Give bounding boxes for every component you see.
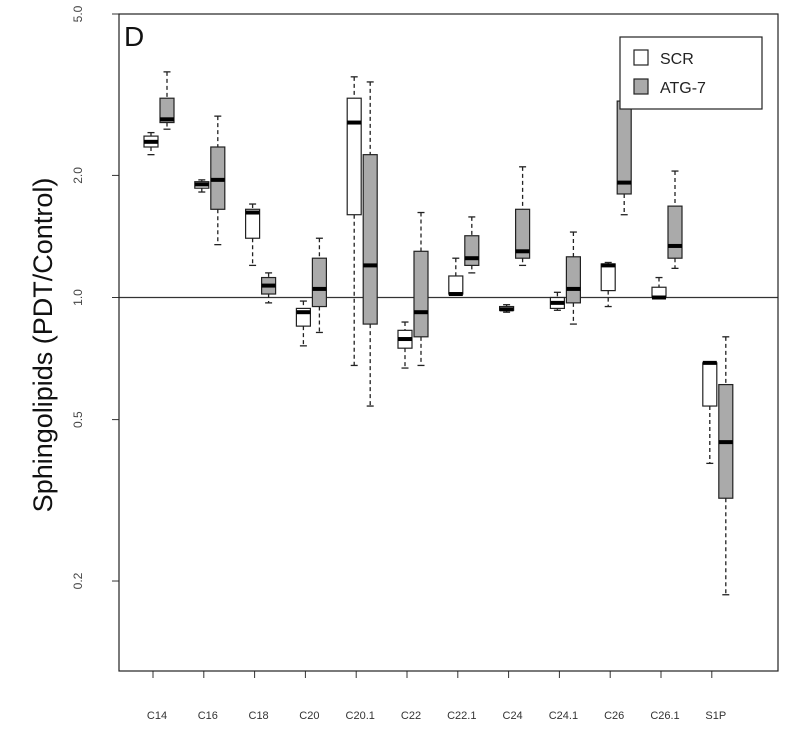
box-atg-7-c26-1 (667, 170, 683, 270)
x-tick-label: C22 (401, 710, 421, 722)
box-scr-c24 (499, 304, 515, 313)
legend-label: ATG-7 (660, 80, 706, 97)
y-tick-label: 5.0 (71, 5, 85, 22)
box-atg-7-c20 (311, 237, 327, 334)
box-scr-c24-1 (549, 291, 566, 311)
box-body (362, 154, 378, 325)
y-tick-label: 2.0 (71, 167, 85, 184)
box-body (448, 275, 464, 295)
box-scr-c14 (143, 131, 159, 156)
box-body (464, 235, 480, 266)
x-tick-label: S1P (705, 710, 726, 722)
box-body (413, 250, 429, 338)
x-tick-label: C22.1 (447, 710, 476, 722)
box-scr-s1p (702, 360, 718, 465)
box-atg-7-c16 (210, 115, 226, 246)
y-tick-label: 1.0 (71, 289, 85, 306)
box-atg-7-c24 (514, 166, 531, 267)
box-body (514, 208, 531, 259)
box-body (346, 97, 362, 216)
box-body (616, 100, 632, 195)
legend-swatch (633, 49, 649, 66)
panel-label: D (124, 21, 144, 52)
x-tick-label: C24.1 (549, 710, 578, 722)
box-scr-c26 (600, 261, 616, 308)
box-scr-c20 (295, 300, 311, 347)
box-atg-7-s1p (718, 336, 734, 596)
x-tick-label: C26 (604, 710, 624, 722)
legend-swatch (633, 78, 649, 95)
box-body (311, 257, 327, 308)
box-atg-7-c22 (413, 211, 429, 367)
box-body (565, 256, 582, 304)
box-scr-c22-1 (448, 257, 464, 297)
x-tick-label: C26.1 (650, 710, 679, 722)
plot-area: 0.2 0.5 1.0 2.0 5.0 C14 C16 C18 C20 C20.1 C22 C22.1… (71, 5, 778, 722)
box-atg-7-c24-1 (565, 231, 582, 325)
legend-label: SCR (660, 51, 694, 68)
legend: SCR ATG-7 (619, 36, 763, 110)
box-atg-7-c22-1 (464, 216, 480, 274)
x-tick-label: C24 (503, 710, 523, 722)
y-axis-title: Sphingolipids (PDT/Control) (28, 178, 58, 513)
box-body (702, 362, 718, 407)
box-scr-c26-1 (651, 276, 667, 300)
x-tick-label: C20 (299, 710, 319, 722)
box-scr-c16 (194, 179, 210, 193)
box-body (667, 205, 683, 259)
legend-box (619, 36, 763, 110)
box-atg-7-c20-1 (362, 81, 378, 407)
y-tick-label: 0.5 (71, 411, 85, 428)
x-tick-label: C16 (198, 710, 218, 722)
x-tick-label: C18 (249, 710, 269, 722)
box-scr-c22 (397, 321, 413, 369)
box-scr-c20-1 (346, 76, 362, 367)
box-scr-c18 (245, 203, 261, 267)
box-atg-7-c18 (261, 272, 277, 304)
box-body (159, 97, 175, 124)
x-tick-label: C20.1 (346, 710, 375, 722)
box-body (600, 263, 616, 292)
x-tick-label: C14 (147, 710, 167, 722)
y-tick-label: 0.2 (71, 572, 85, 589)
plot-frame (118, 13, 779, 672)
box-atg-7-c14 (159, 71, 175, 130)
box-body (245, 208, 261, 239)
